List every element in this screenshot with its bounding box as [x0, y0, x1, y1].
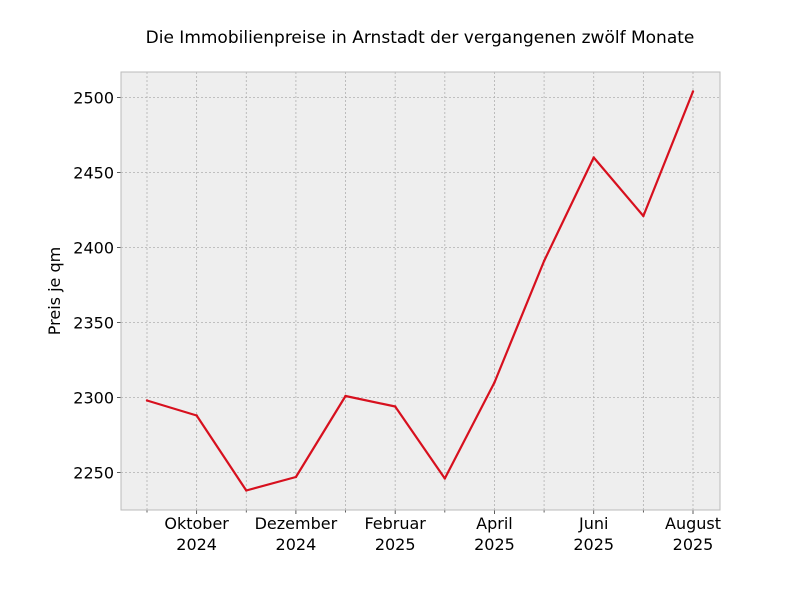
- x-tick-label: Februar 2025: [364, 514, 426, 554]
- x-tick-label: Juni 2025: [573, 514, 614, 554]
- plot-area: [121, 72, 720, 510]
- x-tick-label: Oktober 2024: [164, 514, 229, 554]
- data-point: [542, 259, 546, 263]
- data-point: [691, 90, 695, 93]
- data-point: [245, 489, 248, 492]
- grid: [121, 72, 720, 510]
- x-tick-label: August 2025: [665, 514, 721, 554]
- series-layer: [145, 90, 695, 492]
- y-tick-label: 2250: [73, 464, 114, 483]
- chart-title: Die Immobilienpreise in Arnstadt der ver…: [146, 28, 695, 48]
- data-point: [393, 405, 397, 408]
- data-point: [294, 475, 298, 479]
- series-line: [146, 91, 695, 492]
- y-axis-label: Preis je qm: [45, 247, 64, 335]
- data-point: [145, 399, 149, 402]
- y-tick-label: 2450: [73, 164, 114, 183]
- data-point: [443, 477, 447, 480]
- y-tick-label: 2350: [73, 314, 114, 333]
- data-point: [592, 156, 595, 159]
- axis-ticks: 2250 2300 2350 2400 2450 2500 Oktober 2024 Dezem…: [73, 89, 721, 555]
- data-point: [344, 394, 347, 398]
- x-tick-label: April 2025: [474, 514, 515, 554]
- y-tick-label: 2400: [73, 239, 114, 258]
- y-tick-label: 2300: [73, 389, 114, 408]
- data-point: [642, 214, 645, 218]
- data-point: [195, 414, 198, 417]
- plot-frame: [120, 71, 721, 511]
- data-point: [493, 381, 496, 384]
- x-tick-label: Dezember 2024: [255, 514, 338, 554]
- y-tick-label: 2500: [73, 89, 114, 108]
